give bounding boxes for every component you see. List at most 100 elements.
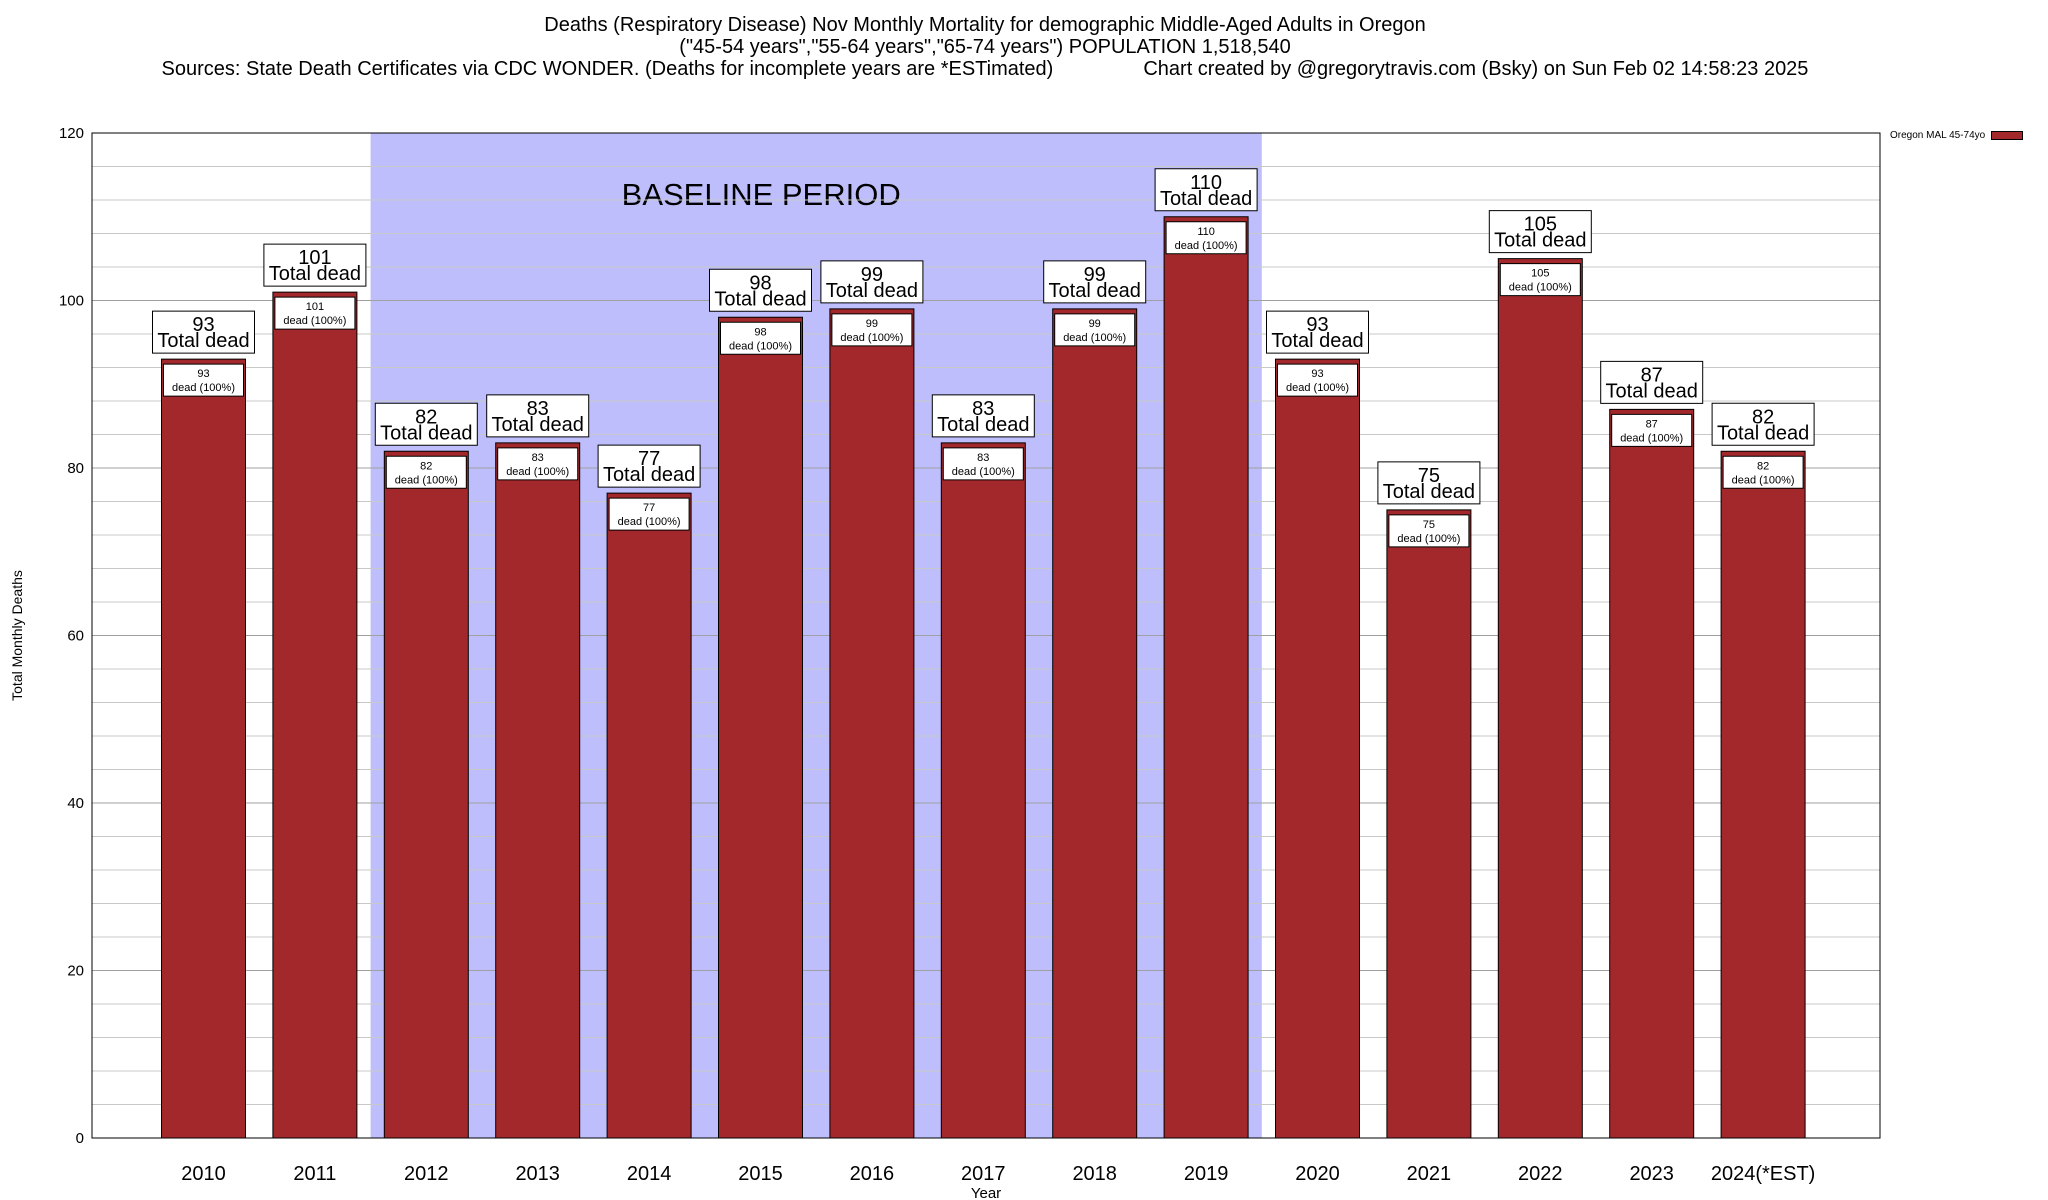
bar-top-suffix: Total dead [1049,280,1141,302]
bar-inner-value: 83 [532,452,544,464]
bar-inner-value: 110 [1197,226,1215,238]
chart-subtitle: ("45-54 years","55-64 years","65-74 year… [679,36,1291,58]
bar-inner-suffix: dead (100%) [1397,533,1460,545]
baseline-period-label: BASELINE PERIOD [622,177,901,212]
bar-top-label-box [597,444,701,488]
bar-top-value: 101 [298,247,331,269]
chart-credit: Chart created by @gregorytravis.com (Bsk… [1143,58,1809,80]
bar [1720,450,1806,1139]
bar-inner-label-box [1277,363,1358,397]
y-tick-label: 20 [67,963,84,980]
bar-inner-value: 101 [306,301,324,313]
bar-inner-label-box [1499,263,1581,297]
bar-top-value: 99 [1084,264,1106,286]
x-tick-label: 2014 [627,1163,672,1185]
bar-inner-value: 105 [1531,268,1549,280]
legend: Oregon MAL 45-74yo [1890,130,2024,141]
bar-inner-label-box [1611,413,1693,447]
bar [606,492,692,1139]
bar-top-suffix: Total dead [1717,422,1809,444]
bar-top-value: 83 [527,398,549,420]
bar-inner-suffix: dead (100%) [283,315,346,327]
x-tick-label: 2024(*EST) [1711,1163,1816,1185]
bar-top-suffix: Total dead [380,422,472,444]
bar-top-value: 99 [861,264,883,286]
bar-top-label-box [709,268,812,312]
bar [383,450,469,1139]
bar-top-suffix: Total dead [1494,230,1586,252]
bar-top-value: 87 [1641,364,1663,386]
x-tick-label: 2011 [293,1163,336,1185]
bar-top-value: 77 [638,448,660,470]
bar-top-label-box [486,394,590,438]
bar [940,442,1026,1139]
bar-inner-suffix: dead (100%) [1732,474,1795,486]
bar [1497,258,1583,1139]
bar-top-label-box [1043,260,1147,304]
x-tick-label: 2020 [1295,1163,1340,1185]
bar [1163,216,1249,1139]
legend-swatch [1991,131,2024,140]
bar-top-suffix: Total dead [157,330,249,352]
x-tick-label: 2012 [404,1163,449,1185]
bar-inner-value: 98 [754,326,766,338]
bar-inner-value: 75 [1423,519,1435,531]
bar-top-suffix: Total dead [826,280,918,302]
chart-sources: Sources: State Death Certificates via CD… [161,58,1054,80]
bar-top-suffix: Total dead [714,288,806,310]
bar-inner-value: 87 [1646,418,1658,430]
bar [272,291,358,1139]
bar-top-label-box [1154,168,1258,212]
chart-title-block: Deaths (Respiratory Disease) Nov Monthly… [0,14,1970,80]
y-tick-label: 0 [76,1130,84,1147]
bar-inner-suffix: dead (100%) [952,466,1015,478]
bar-top-value: 93 [192,314,214,336]
bar-inner-label-box [1722,455,1804,489]
y-tick-label: 100 [59,293,84,310]
bar-inner-suffix: dead (100%) [1509,282,1572,294]
bar-top-suffix: Total dead [937,414,1029,436]
bar-top-suffix: Total dead [269,263,361,285]
bar-inner-label-box [942,447,1024,481]
bar-top-value: 82 [1752,406,1774,428]
bar-inner-label-box [385,455,467,489]
bar-inner-value: 82 [420,460,432,472]
bar-inner-suffix: dead (100%) [618,516,681,528]
bar-top-value: 110 [1190,172,1222,194]
x-tick-label: 2016 [850,1163,895,1185]
bar-inner-suffix: dead (100%) [729,340,792,352]
bar-inner-suffix: dead (100%) [1286,382,1349,394]
x-tick-label: 2022 [1518,1163,1563,1185]
bar-inner-label-box [608,497,690,531]
bar-top-label-box [931,394,1035,438]
bar-inner-label-box [720,321,801,355]
bar-top-suffix: Total dead [492,414,584,436]
x-tick-label: 2010 [181,1163,226,1185]
bar-top-value: 82 [415,406,437,428]
bar-inner-suffix: dead (100%) [1620,432,1683,444]
bar [718,316,803,1139]
bar-inner-suffix: dead (100%) [395,474,458,486]
bar-inner-value: 93 [1311,368,1323,380]
chart-sources-line: Sources: State Death Certificates via CD… [0,58,1970,80]
bar-inner-suffix: dead (100%) [1175,240,1238,252]
bar-top-value: 105 [1524,214,1557,236]
bar-top-label-box [152,310,255,354]
x-tick-label: 2023 [1629,1163,1674,1185]
bar-inner-label-box [163,363,244,397]
legend-label: Oregon MAL 45-74yo [1890,130,1986,141]
x-tick-label: 2018 [1072,1163,1117,1185]
bar-top-suffix: Total dead [1160,188,1252,210]
y-tick-label: 40 [67,795,84,812]
bar-inner-suffix: dead (100%) [506,466,569,478]
bar-inner-suffix: dead (100%) [172,382,235,394]
bar-top-label-box [1377,461,1481,505]
bar [495,442,581,1139]
bar [1275,358,1360,1139]
bar [161,358,246,1139]
bar-inner-value: 93 [197,368,209,380]
bar-inner-label-box [497,447,579,481]
bar-top-label-box [1600,360,1704,404]
x-tick-label: 2015 [738,1163,783,1185]
y-tick-label: 60 [67,628,84,645]
